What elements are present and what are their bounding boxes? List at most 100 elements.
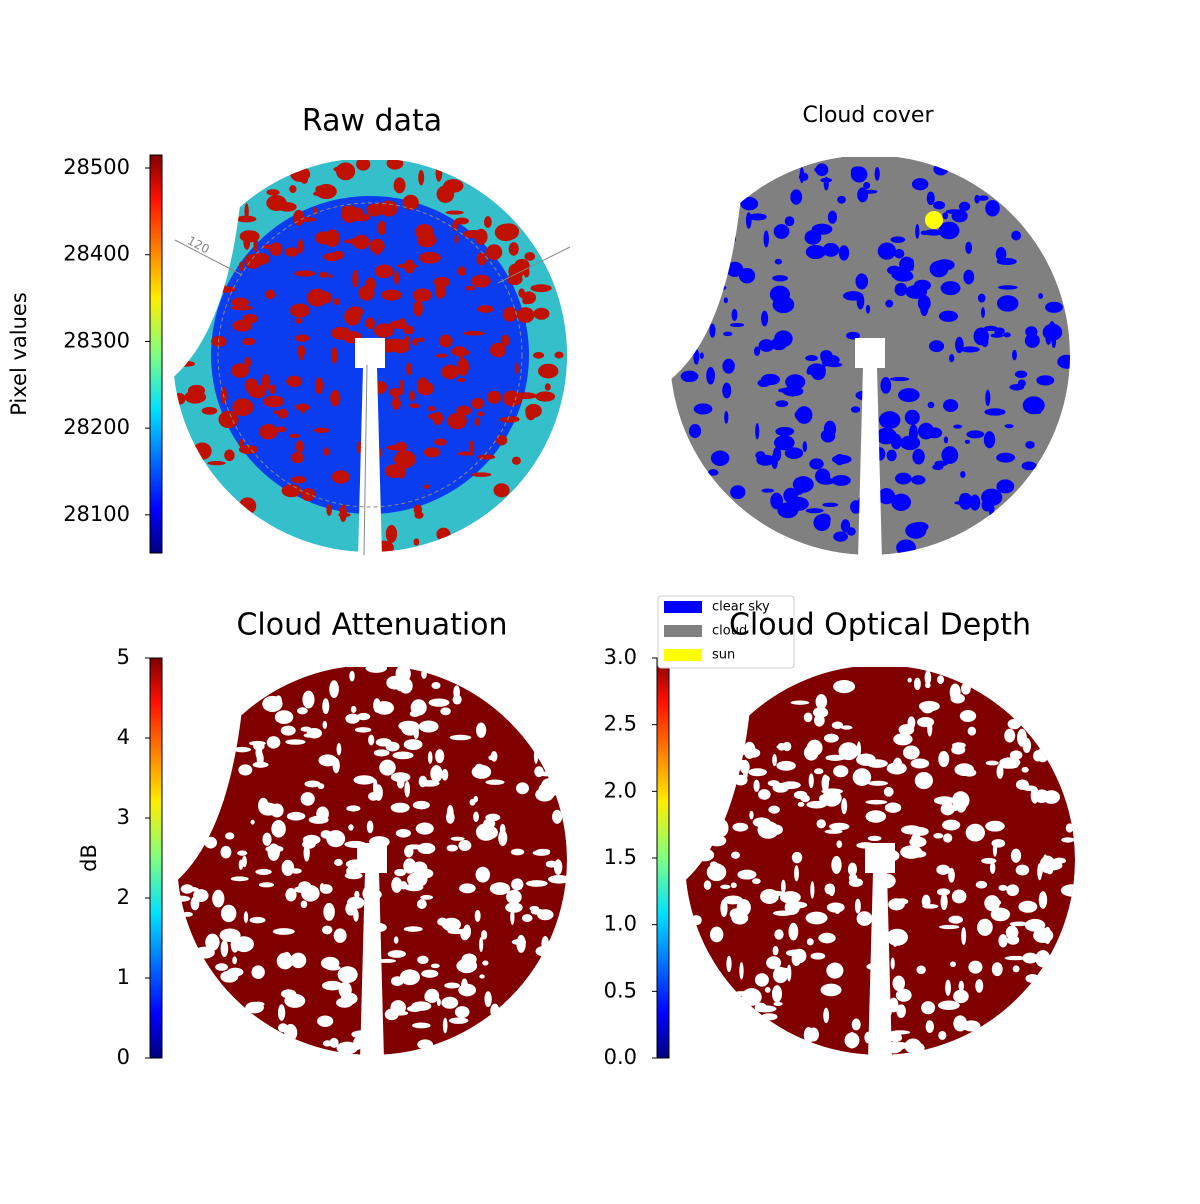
- cloud-blob: [482, 960, 489, 966]
- cloud-blob: [894, 248, 905, 259]
- cloud-blob: [421, 969, 439, 978]
- cloud-blob: [996, 764, 1004, 779]
- cloud-blob: [334, 858, 343, 867]
- shadow-band-arm: [360, 872, 384, 1060]
- cloud-blob: [938, 750, 950, 768]
- shadow-band-arm: [358, 367, 382, 557]
- cloud-blob: [485, 244, 503, 261]
- polar-axis: [497, 246, 571, 284]
- cloud-blob: [436, 527, 451, 542]
- cloud-blob: [508, 263, 525, 280]
- cloud-blob: [294, 334, 310, 342]
- cloud-blob: [940, 281, 961, 296]
- cloud-blob: [860, 189, 878, 194]
- cloud-blob: [962, 1020, 981, 1032]
- cloud-blob: [490, 1003, 500, 1019]
- cloud-blob: [439, 334, 453, 348]
- cloud-blob: [220, 970, 239, 983]
- cloud-blob: [423, 826, 429, 833]
- cloud-blob: [350, 705, 357, 713]
- cloud-blob: [775, 426, 795, 436]
- cloud-blob: [779, 891, 801, 904]
- cloud-blob: [856, 741, 862, 758]
- cloud-blob: [838, 245, 850, 261]
- cloud-blob: [773, 1001, 783, 1006]
- horizon-mask: [640, 145, 740, 385]
- cloud-blob: [958, 201, 971, 212]
- cloud-blob: [985, 760, 999, 766]
- cloud-blob: [886, 449, 897, 462]
- cloud-blob: [294, 270, 316, 277]
- cloud-blob: [304, 780, 321, 788]
- colorbar-tick-label: 28300: [63, 328, 130, 352]
- cloud-blob: [850, 166, 862, 176]
- cloud-blob: [767, 780, 780, 787]
- cloud-blob: [950, 961, 956, 968]
- cloud-blob: [977, 293, 986, 303]
- cloud-blob: [814, 167, 824, 173]
- cloud-blob: [948, 915, 963, 924]
- cloud-blob: [689, 423, 702, 439]
- cloud-blob: [825, 754, 846, 761]
- cloud-blob: [412, 338, 418, 346]
- cloud-blob: [960, 470, 966, 478]
- cloud-blob: [511, 878, 524, 891]
- shadow-band-arm: [858, 367, 882, 560]
- cloud-blob: [823, 420, 837, 438]
- cloud-blob: [446, 844, 458, 852]
- cloud-blob: [953, 989, 969, 1004]
- cloud-blob: [404, 781, 411, 798]
- cloud-blob: [297, 345, 306, 358]
- cloud-blob: [977, 195, 989, 201]
- cloud-blob: [348, 824, 354, 831]
- cloud-blob: [329, 680, 339, 699]
- cloud-blob: [900, 845, 923, 859]
- cloud-blob: [530, 284, 552, 293]
- cloud-blob: [741, 988, 762, 1006]
- cloud-blob: [447, 412, 467, 430]
- cloud-blob: [723, 895, 743, 905]
- cloud-blob: [874, 167, 880, 181]
- cloud-blob: [1014, 370, 1028, 378]
- cloud-blob: [755, 423, 760, 440]
- cloud-blob: [820, 177, 833, 183]
- cloud-blob: [366, 820, 374, 834]
- cloud-blob: [232, 398, 254, 416]
- cloud-blob: [777, 387, 796, 393]
- cloud-blob: [773, 910, 794, 916]
- cloud-blob: [242, 313, 258, 324]
- cloud-blob: [454, 1006, 470, 1019]
- cloud-blob: [233, 936, 254, 953]
- cloud-blob: [434, 438, 447, 446]
- cloud-blob: [749, 810, 754, 820]
- cloud-blob: [798, 172, 809, 182]
- cloud-blob: [784, 216, 795, 227]
- cloud-blob: [417, 955, 429, 965]
- cloud-blob: [251, 965, 265, 980]
- cloud-blob: [272, 928, 295, 935]
- cloud-blob: [805, 508, 824, 514]
- cloud-blob: [413, 538, 420, 546]
- cloud-blob: [912, 448, 925, 465]
- cloud-blob: [831, 721, 844, 729]
- cloud-blob: [263, 395, 285, 408]
- cloud-blob: [865, 799, 888, 805]
- chart-title: Cloud Attenuation: [236, 608, 507, 643]
- cloud-blob: [726, 261, 744, 277]
- cloud-blob: [980, 307, 985, 319]
- cloud-blob: [269, 242, 283, 257]
- cloud-blob: [286, 375, 303, 388]
- cloud-blob: [896, 539, 916, 555]
- cloud-blob: [393, 1010, 409, 1016]
- cloud-blob: [743, 741, 756, 759]
- cloud-blob: [417, 337, 425, 343]
- cloud-blob: [412, 1022, 431, 1029]
- cloud-blob: [212, 889, 225, 908]
- cloud-blob: [261, 808, 270, 814]
- cloud-blob: [950, 693, 965, 704]
- cloud-blob: [730, 485, 746, 500]
- polar-grid: [217, 202, 523, 508]
- cloud-blob: [788, 922, 799, 941]
- cloud-blob: [1009, 921, 1028, 927]
- cloud-blob: [411, 1001, 432, 1011]
